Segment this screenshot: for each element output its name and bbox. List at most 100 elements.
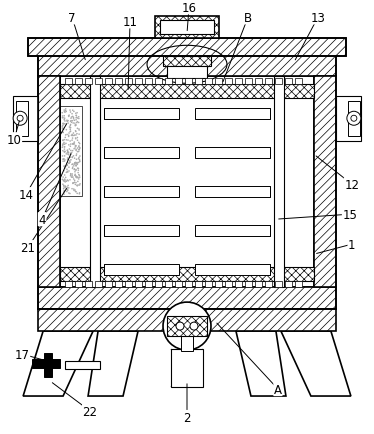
Circle shape xyxy=(78,179,80,180)
Circle shape xyxy=(67,160,68,161)
Circle shape xyxy=(67,190,68,191)
Circle shape xyxy=(78,177,80,179)
Circle shape xyxy=(75,146,77,148)
Circle shape xyxy=(67,150,68,152)
Circle shape xyxy=(62,161,64,163)
Circle shape xyxy=(75,125,77,126)
Bar xyxy=(165,79,172,85)
Circle shape xyxy=(70,121,72,122)
Bar xyxy=(175,79,182,85)
Circle shape xyxy=(62,146,64,147)
Bar xyxy=(104,109,179,120)
Circle shape xyxy=(73,133,74,135)
Circle shape xyxy=(76,176,77,178)
Circle shape xyxy=(72,110,74,112)
Circle shape xyxy=(79,177,80,178)
Circle shape xyxy=(75,132,77,133)
Circle shape xyxy=(70,175,71,177)
Circle shape xyxy=(72,183,74,184)
Bar xyxy=(195,265,270,276)
Text: 11: 11 xyxy=(123,16,138,29)
Circle shape xyxy=(73,189,74,191)
Circle shape xyxy=(68,149,70,151)
Circle shape xyxy=(78,129,80,131)
Bar xyxy=(28,39,346,57)
Circle shape xyxy=(68,133,70,135)
Circle shape xyxy=(62,118,63,119)
Circle shape xyxy=(71,188,73,190)
Circle shape xyxy=(64,166,65,168)
Circle shape xyxy=(65,186,66,187)
Circle shape xyxy=(65,112,67,113)
Circle shape xyxy=(79,185,80,186)
Circle shape xyxy=(65,109,67,110)
Circle shape xyxy=(63,192,65,194)
Circle shape xyxy=(70,153,71,155)
Circle shape xyxy=(68,136,70,138)
Circle shape xyxy=(65,186,67,188)
Circle shape xyxy=(65,177,67,179)
Circle shape xyxy=(62,181,64,182)
Circle shape xyxy=(74,123,76,125)
Circle shape xyxy=(69,193,71,195)
Circle shape xyxy=(72,164,73,165)
Circle shape xyxy=(62,116,63,118)
Bar xyxy=(215,282,222,287)
Circle shape xyxy=(64,147,65,148)
Circle shape xyxy=(347,112,361,126)
Circle shape xyxy=(67,180,68,181)
Bar xyxy=(275,282,282,287)
Circle shape xyxy=(73,117,74,119)
Circle shape xyxy=(75,118,77,119)
Circle shape xyxy=(64,118,65,120)
Circle shape xyxy=(70,112,71,114)
Circle shape xyxy=(75,131,76,132)
Circle shape xyxy=(67,154,69,156)
Bar xyxy=(145,282,152,287)
Circle shape xyxy=(78,147,80,148)
Circle shape xyxy=(77,128,78,130)
Circle shape xyxy=(76,193,78,195)
Circle shape xyxy=(76,178,78,179)
Circle shape xyxy=(77,168,78,170)
Circle shape xyxy=(62,128,63,129)
Circle shape xyxy=(76,185,78,187)
Circle shape xyxy=(70,129,71,131)
Text: 12: 12 xyxy=(344,178,359,191)
Circle shape xyxy=(67,185,69,187)
Circle shape xyxy=(72,144,74,145)
Text: B: B xyxy=(244,12,252,25)
Circle shape xyxy=(63,129,64,131)
Circle shape xyxy=(68,163,70,164)
Bar xyxy=(32,359,60,368)
Circle shape xyxy=(66,188,67,190)
Circle shape xyxy=(79,161,80,163)
Bar xyxy=(167,67,207,79)
Circle shape xyxy=(76,165,77,167)
Circle shape xyxy=(76,113,78,114)
Circle shape xyxy=(71,134,73,136)
Circle shape xyxy=(65,154,67,155)
Circle shape xyxy=(66,169,68,171)
Circle shape xyxy=(74,148,76,149)
Bar xyxy=(44,353,52,377)
Circle shape xyxy=(67,190,68,191)
Bar xyxy=(60,267,314,282)
Text: 7: 7 xyxy=(68,12,76,25)
Text: 15: 15 xyxy=(343,208,357,221)
Circle shape xyxy=(76,155,77,157)
Circle shape xyxy=(64,147,65,148)
Bar xyxy=(195,148,270,159)
Circle shape xyxy=(73,183,75,184)
Circle shape xyxy=(71,114,73,115)
Polygon shape xyxy=(236,331,286,396)
Circle shape xyxy=(78,117,80,118)
Bar xyxy=(175,282,182,287)
Circle shape xyxy=(73,123,74,125)
Bar xyxy=(245,282,252,287)
Circle shape xyxy=(79,148,80,149)
Circle shape xyxy=(63,142,65,144)
Circle shape xyxy=(71,164,73,166)
Text: 13: 13 xyxy=(310,12,325,25)
Circle shape xyxy=(72,151,73,152)
